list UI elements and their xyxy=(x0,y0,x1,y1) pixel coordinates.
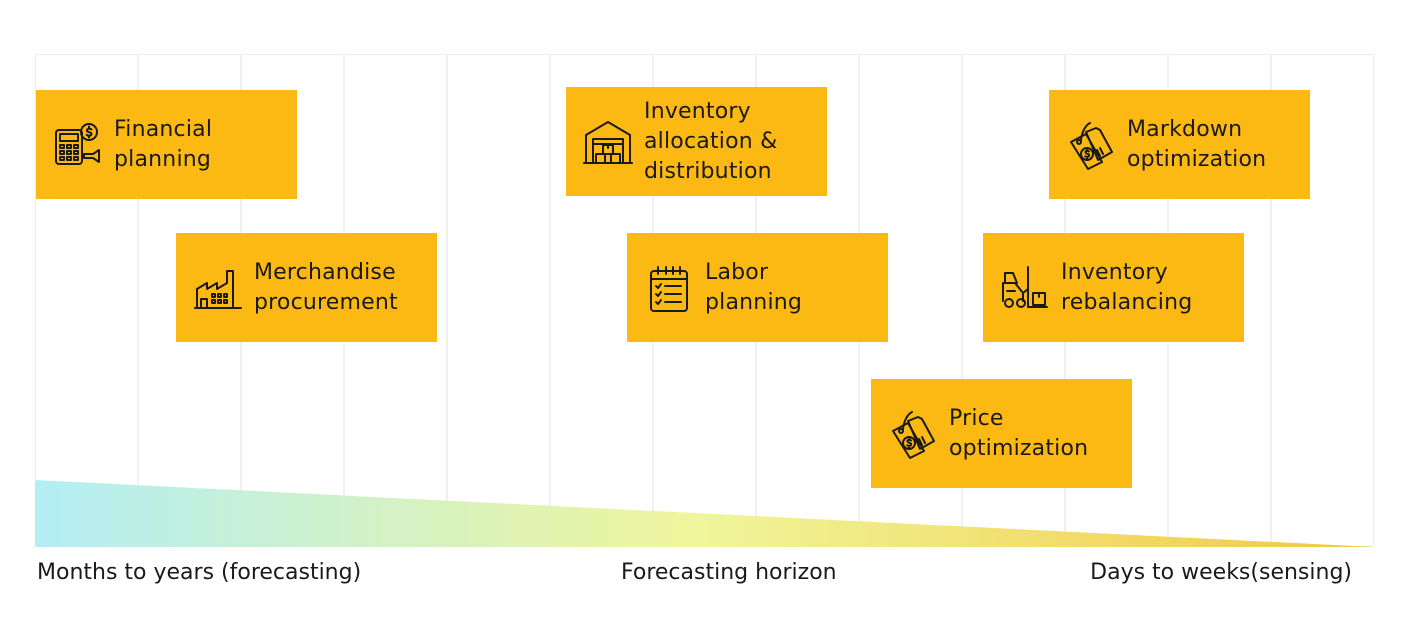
grid-line xyxy=(549,54,551,547)
factory-icon xyxy=(192,262,244,314)
card-inventory-rebalancing: Inventory rebalancing xyxy=(983,233,1244,342)
grid-line xyxy=(961,54,963,547)
card-label: Price optimization xyxy=(949,405,1089,461)
forklift-icon xyxy=(999,262,1051,314)
card-financial-planning: Financial planning xyxy=(36,90,297,199)
grid-line xyxy=(446,54,448,547)
price-tag-icon xyxy=(887,408,939,460)
card-label: Inventory allocation & distribution xyxy=(644,98,778,184)
card-markdown-optimization: Markdown optimization xyxy=(1049,90,1310,199)
axis-label-center: Forecasting horizon xyxy=(621,560,837,585)
grid-line xyxy=(1270,54,1272,547)
calculator-coin-icon xyxy=(52,119,104,171)
card-inventory-allocation-distribution: Inventory allocation & distribution xyxy=(566,87,827,196)
axis-label-right: Days to weeks(sensing) xyxy=(1090,560,1352,585)
card-merchandise-procurement: Merchandise procurement xyxy=(176,233,437,342)
price-tag-icon xyxy=(1065,119,1117,171)
warehouse-icon xyxy=(582,116,634,168)
card-label: Inventory rebalancing xyxy=(1061,259,1193,315)
card-label: Merchandise procurement xyxy=(254,259,398,315)
axis-label-left: Months to years (forecasting) xyxy=(37,560,362,585)
card-label: Markdown optimization xyxy=(1127,116,1267,172)
clipboard-checklist-icon xyxy=(643,262,695,314)
grid-line xyxy=(137,54,139,547)
card-price-optimization: Price optimization xyxy=(871,379,1132,488)
card-label: Labor planning xyxy=(705,259,803,315)
forecasting-horizon-wedge xyxy=(35,480,1374,547)
card-label: Financial planning xyxy=(114,116,213,172)
card-labor-planning: Labor planning xyxy=(627,233,888,342)
